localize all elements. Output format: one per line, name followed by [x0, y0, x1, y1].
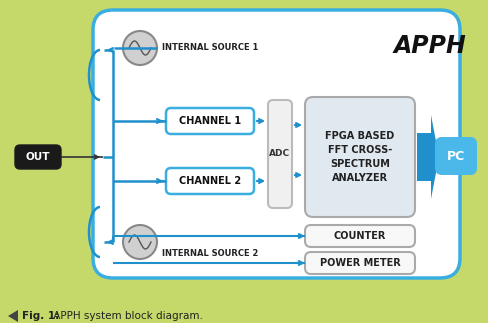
Text: INTERNAL SOURCE 1: INTERNAL SOURCE 1 — [162, 44, 258, 53]
FancyBboxPatch shape — [166, 168, 254, 194]
Text: APPH system block diagram.: APPH system block diagram. — [50, 311, 203, 321]
Text: ADC: ADC — [269, 150, 290, 159]
FancyBboxPatch shape — [93, 10, 460, 278]
FancyBboxPatch shape — [268, 100, 292, 208]
Text: INTERNAL SOURCE 2: INTERNAL SOURCE 2 — [162, 249, 258, 258]
FancyBboxPatch shape — [305, 252, 415, 274]
Text: Fig. 1:: Fig. 1: — [22, 311, 59, 321]
Text: APPH: APPH — [394, 34, 467, 58]
Circle shape — [123, 31, 157, 65]
Text: COUNTER: COUNTER — [334, 231, 386, 241]
FancyBboxPatch shape — [166, 108, 254, 134]
Text: PC: PC — [447, 150, 465, 162]
FancyBboxPatch shape — [435, 137, 477, 175]
Polygon shape — [417, 115, 439, 199]
FancyBboxPatch shape — [305, 97, 415, 217]
Text: CHANNEL 1: CHANNEL 1 — [179, 116, 241, 126]
Text: POWER METER: POWER METER — [320, 258, 400, 268]
Circle shape — [123, 225, 157, 259]
FancyBboxPatch shape — [15, 145, 61, 169]
Text: FPGA BASED
FFT CROSS-
SPECTRUM
ANALYZER: FPGA BASED FFT CROSS- SPECTRUM ANALYZER — [325, 131, 395, 183]
Text: CHANNEL 2: CHANNEL 2 — [179, 176, 241, 186]
Text: OUT: OUT — [26, 152, 50, 162]
Polygon shape — [8, 310, 18, 322]
FancyBboxPatch shape — [305, 225, 415, 247]
